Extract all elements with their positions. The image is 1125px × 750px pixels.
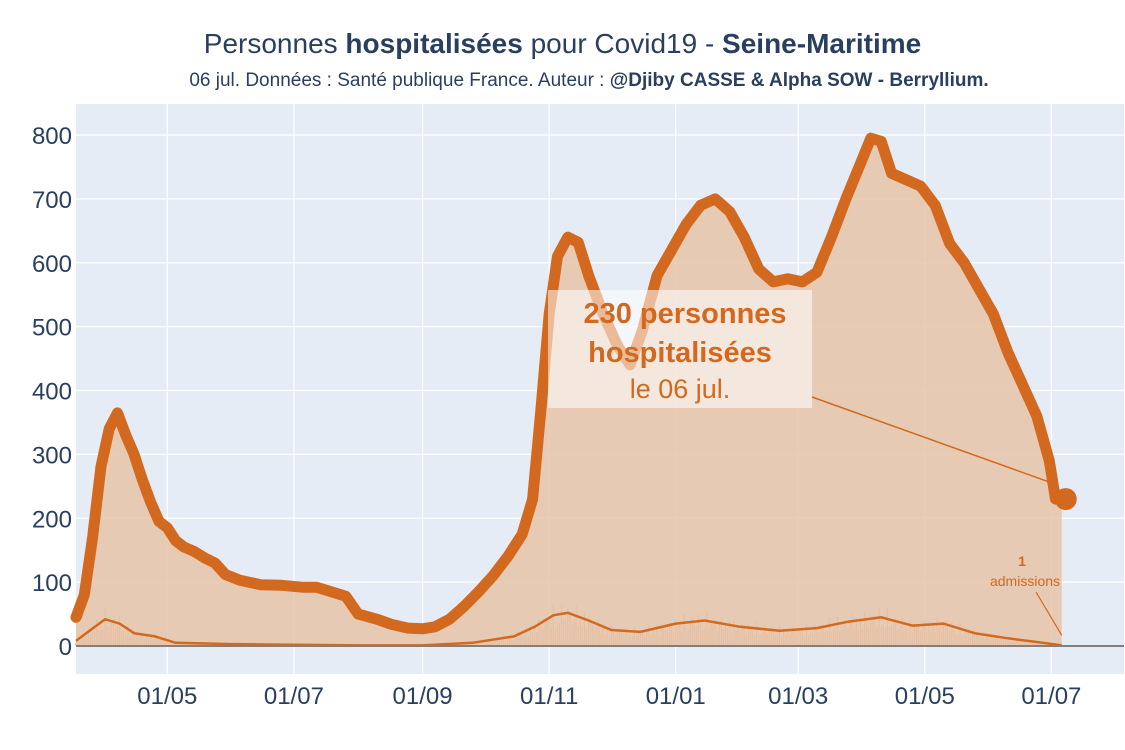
x-tick-label: 01/05 — [895, 683, 955, 710]
x-axis-ticks: 01/05 01/07 01/09 01/11 01/01 01/03 01/05 01/07 — [137, 683, 1081, 710]
y-tick-label: 800 — [32, 123, 72, 150]
annotation-count-suffix: personnes — [632, 298, 787, 330]
annotation-line-1: 230 personnes — [583, 298, 786, 330]
annotation-box — [548, 290, 812, 408]
y-tick-label: 0 — [59, 634, 72, 661]
admissions-value: 1 — [1018, 553, 1026, 569]
annotation-line-3: le 06 jul. — [630, 374, 731, 404]
y-tick-label: 400 — [32, 379, 72, 406]
y-axis-ticks: 0 100 200 300 400 500 600 700 800 — [32, 123, 72, 661]
x-tick-label: 01/03 — [768, 683, 828, 710]
x-tick-label: 01/11 — [520, 683, 578, 710]
last-value-marker — [1054, 488, 1077, 511]
admissions-arrow — [1035, 591, 1063, 636]
y-tick-label: 700 — [32, 187, 72, 214]
annotation-line-2: hospitalisées — [588, 337, 772, 369]
y-tick-label: 300 — [32, 442, 72, 469]
x-tick-label: 01/09 — [393, 683, 453, 710]
x-tick-label: 01/07 — [264, 683, 324, 710]
y-tick-label: 500 — [32, 315, 72, 342]
annotation-count: 230 — [583, 298, 631, 330]
admissions-label: admissions — [990, 573, 1060, 589]
annotation-arrow — [811, 396, 1058, 486]
x-tick-label: 01/01 — [646, 683, 706, 710]
chart-title: Personnes hospitalisées pour Covid19 - S… — [203, 28, 922, 59]
x-tick-label: 01/05 — [137, 683, 197, 710]
y-tick-label: 100 — [32, 570, 72, 597]
y-tick-label: 200 — [32, 506, 72, 533]
chart-subtitle: 06 jul. Données : Santé publique France.… — [189, 70, 989, 91]
admissions-line — [75, 611, 1062, 647]
y-tick-label: 600 — [32, 251, 72, 278]
x-tick-label: 01/07 — [1021, 683, 1081, 710]
